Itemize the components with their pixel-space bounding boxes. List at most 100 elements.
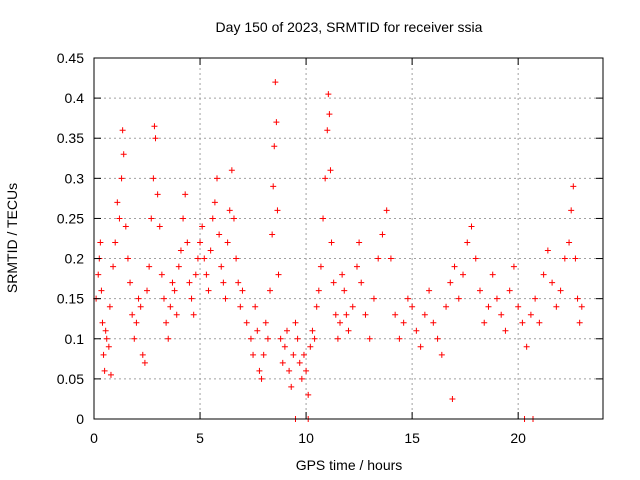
y-tick-label: 0.3 — [65, 170, 85, 186]
data-point — [269, 231, 276, 238]
axis-ticks: 0 0.05 0.1 0.15 0.2 0.25 0.3 0.35 0.4 0.45 0 5 10 15 2… — [57, 50, 603, 446]
data-point — [328, 239, 335, 246]
data-point — [99, 319, 106, 326]
data-point — [152, 135, 159, 142]
data-point — [468, 223, 475, 230]
data-point — [343, 311, 350, 318]
data-point — [264, 335, 271, 342]
data-point — [209, 215, 216, 222]
data-point — [260, 351, 267, 358]
data-point — [103, 335, 110, 342]
data-point — [413, 327, 420, 334]
data-point — [197, 239, 204, 246]
data-point — [325, 91, 332, 98]
data-point — [290, 351, 297, 358]
data-points — [93, 79, 585, 422]
data-point — [451, 263, 458, 270]
data-point — [375, 255, 382, 262]
data-point — [392, 311, 399, 318]
data-point — [396, 335, 403, 342]
data-point — [506, 287, 513, 294]
data-point — [141, 359, 148, 366]
data-point — [216, 231, 223, 238]
data-point — [578, 303, 585, 310]
data-point — [106, 303, 113, 310]
data-point — [568, 207, 575, 214]
y-tick-label: 0.1 — [65, 331, 85, 347]
x-tick-label: 10 — [298, 430, 314, 446]
data-point — [536, 319, 543, 326]
data-point — [370, 295, 377, 302]
data-point — [270, 183, 277, 190]
data-point — [182, 191, 189, 198]
data-point — [434, 335, 441, 342]
data-point — [400, 319, 407, 326]
data-point — [570, 183, 577, 190]
data-point — [205, 287, 212, 294]
data-point — [460, 271, 467, 278]
data-point — [324, 127, 331, 134]
data-point — [327, 167, 334, 174]
data-point — [430, 319, 437, 326]
data-point — [549, 279, 556, 286]
data-point — [146, 263, 153, 270]
data-point — [222, 295, 229, 302]
data-point — [498, 311, 505, 318]
data-point — [383, 207, 390, 214]
data-point — [230, 215, 237, 222]
data-point — [190, 311, 197, 318]
data-point — [239, 287, 246, 294]
data-point — [557, 287, 564, 294]
data-point — [561, 255, 568, 262]
data-point — [122, 223, 129, 230]
data-point — [273, 119, 280, 126]
data-point — [133, 319, 140, 326]
x-tick-label: 5 — [196, 430, 204, 446]
data-point — [233, 255, 240, 262]
data-point — [188, 295, 195, 302]
data-point — [118, 175, 125, 182]
data-point — [566, 239, 573, 246]
data-point — [298, 375, 305, 382]
data-point — [286, 367, 293, 374]
data-point — [218, 263, 225, 270]
data-point — [95, 271, 102, 278]
data-point — [203, 271, 210, 278]
data-point — [341, 287, 348, 294]
y-axis-title: SRMTID / TECUs — [4, 183, 20, 293]
data-point — [177, 247, 184, 254]
data-point — [320, 215, 327, 222]
data-point — [144, 287, 151, 294]
data-point — [171, 287, 178, 294]
data-point — [274, 207, 281, 214]
data-point — [283, 327, 290, 334]
data-point — [349, 303, 356, 310]
data-point — [330, 279, 337, 286]
y-tick-label: 0.2 — [65, 251, 85, 267]
data-point — [207, 247, 214, 254]
data-point — [472, 255, 479, 262]
data-point — [107, 371, 114, 378]
data-point — [214, 175, 221, 182]
data-point — [101, 367, 108, 374]
data-point — [409, 303, 416, 310]
data-point — [137, 303, 144, 310]
data-point — [527, 311, 534, 318]
y-tick-label: 0 — [76, 411, 84, 427]
data-point — [272, 79, 279, 86]
y-tick-label: 0.45 — [57, 50, 84, 66]
data-point — [105, 343, 112, 350]
data-point — [277, 335, 284, 342]
data-point — [540, 271, 547, 278]
data-point — [305, 391, 312, 398]
data-point — [158, 271, 165, 278]
data-point — [510, 263, 517, 270]
data-point — [256, 367, 263, 374]
data-point — [100, 351, 107, 358]
data-point — [356, 239, 363, 246]
data-point — [362, 311, 369, 318]
data-point — [481, 319, 488, 326]
data-point — [449, 395, 456, 402]
data-point — [317, 263, 324, 270]
